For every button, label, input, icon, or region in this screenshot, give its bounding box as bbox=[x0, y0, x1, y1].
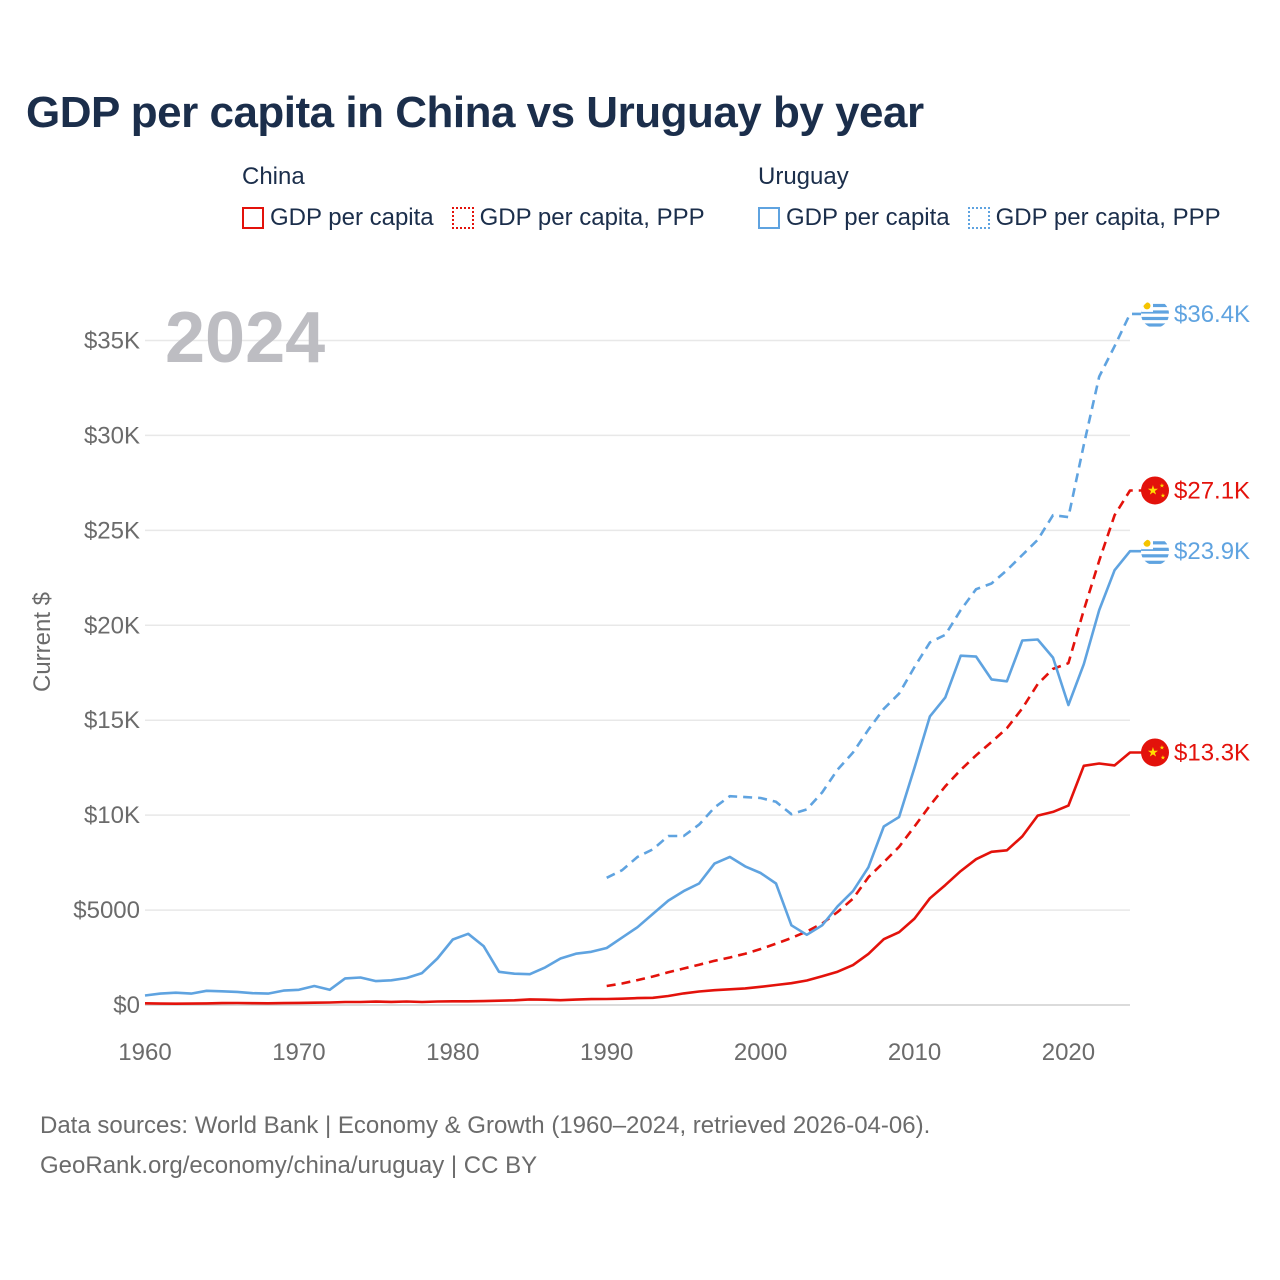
y-axis-ticks: $0 $5000 $10K $15K $20K $25K $30K $35K bbox=[73, 327, 140, 1019]
legend-group-china: China GDP per capita GDP per capita, PPP bbox=[242, 162, 705, 232]
legend-label: GDP per capita, PPP bbox=[995, 204, 1221, 231]
y-tick-label: $20K bbox=[84, 612, 140, 639]
series-line-2 bbox=[606, 489, 1143, 988]
svg-text:★: ★ bbox=[1147, 745, 1159, 760]
uruguay-flag-icon bbox=[1141, 537, 1169, 566]
y-tick-label: $30K bbox=[84, 422, 140, 449]
end-labels: ★ ★★ $13.3K★ ★★ $27.1K$23.9K$36.4K bbox=[1141, 299, 1250, 767]
svg-text:★: ★ bbox=[1160, 754, 1165, 761]
chart-title: GDP per capita in China vs Uruguay by ye… bbox=[26, 88, 924, 137]
series-line-3 bbox=[144, 549, 1143, 997]
legend-swatch-solid-icon bbox=[242, 207, 264, 229]
x-tick-label: 2000 bbox=[734, 1039, 787, 1066]
legend-swatch-solid-icon bbox=[758, 207, 780, 229]
legend-heading-china: China bbox=[242, 163, 305, 190]
x-tick-label: 2010 bbox=[888, 1039, 941, 1066]
y-tick-label: $25K bbox=[84, 517, 140, 544]
series-line-4 bbox=[606, 312, 1143, 879]
y-tick-label: $5000 bbox=[73, 897, 140, 924]
gridlines bbox=[145, 339, 1130, 1006]
legend-uruguay-gdp[interactable]: GDP per capita bbox=[758, 204, 950, 232]
x-tick-label: 1990 bbox=[580, 1039, 633, 1066]
end-value-label: $36.4K bbox=[1174, 301, 1250, 328]
uruguay-flag-icon bbox=[1141, 299, 1169, 328]
china-flag-icon: ★ ★★ bbox=[1141, 738, 1169, 767]
y-axis-label: Current $ bbox=[29, 592, 56, 692]
svg-text:★: ★ bbox=[1159, 482, 1164, 489]
y-tick-label: $10K bbox=[84, 802, 140, 829]
svg-text:★: ★ bbox=[1160, 492, 1165, 499]
series-lines bbox=[144, 312, 1143, 1005]
x-tick-label: 1980 bbox=[426, 1039, 479, 1066]
legend-china-gdp[interactable]: GDP per capita bbox=[242, 204, 434, 232]
svg-text:★: ★ bbox=[1147, 483, 1159, 498]
legend-swatch-dotted-icon bbox=[451, 207, 474, 229]
end-value-label: $23.9K bbox=[1174, 538, 1250, 565]
source-note: Data sources: World Bank | Economy & Gro… bbox=[40, 1106, 930, 1186]
x-axis-ticks: 1960 1970 1980 1990 2000 2010 2020 bbox=[118, 1039, 1095, 1066]
legend-swatch-dotted-icon bbox=[967, 207, 990, 229]
svg-text:★: ★ bbox=[1159, 744, 1164, 751]
year-watermark: 2024 bbox=[165, 298, 325, 378]
legend-group-uruguay: Uruguay GDP per capita GDP per capita, P… bbox=[758, 162, 1221, 232]
end-value-label: $27.1K bbox=[1174, 477, 1250, 504]
source-line-2[interactable]: GeoRank.org/economy/china/uruguay | CC B… bbox=[40, 1152, 538, 1179]
y-tick-label: $0 bbox=[113, 992, 140, 1019]
legend-label: GDP per capita bbox=[270, 204, 434, 231]
legend-label: GDP per capita, PPP bbox=[479, 204, 705, 231]
legend-uruguay-gdp-ppp[interactable]: GDP per capita, PPP bbox=[967, 204, 1221, 232]
x-tick-label: 2020 bbox=[1042, 1039, 1095, 1066]
x-tick-label: 1960 bbox=[118, 1039, 171, 1066]
series-line-1 bbox=[144, 751, 1143, 1005]
legend-label: GDP per capita bbox=[786, 204, 950, 231]
y-tick-label: $15K bbox=[84, 707, 140, 734]
source-line-1: Data sources: World Bank | Economy & Gro… bbox=[40, 1112, 931, 1139]
china-flag-icon: ★ ★★ bbox=[1141, 476, 1169, 505]
y-tick-label: $35K bbox=[84, 327, 140, 354]
end-value-label: $13.3K bbox=[1174, 739, 1250, 766]
legend-heading-uruguay: Uruguay bbox=[758, 163, 849, 190]
legend-china-gdp-ppp[interactable]: GDP per capita, PPP bbox=[451, 204, 705, 232]
x-tick-label: 1970 bbox=[272, 1039, 325, 1066]
